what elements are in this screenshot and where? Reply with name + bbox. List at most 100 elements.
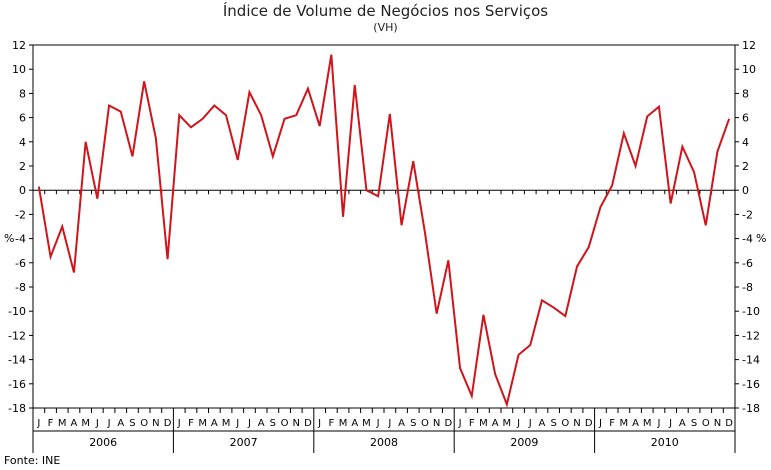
month-label: S xyxy=(691,418,697,429)
y-tick-label-right: -2 xyxy=(742,208,753,221)
data-point xyxy=(599,206,601,208)
month-label: J xyxy=(177,418,181,429)
month-label: M xyxy=(620,418,629,429)
y-tick-label-left: -6 xyxy=(15,257,26,270)
data-point xyxy=(506,403,508,405)
month-label: A xyxy=(211,418,218,429)
month-label: N xyxy=(152,418,159,429)
data-point xyxy=(646,115,648,117)
month-label: N xyxy=(714,418,721,429)
data-point xyxy=(354,84,356,86)
month-label: S xyxy=(410,418,416,429)
y-tick-label-left: 6 xyxy=(19,112,26,125)
y-tick-label-left: -2 xyxy=(15,208,26,221)
data-point xyxy=(518,354,520,356)
data-point xyxy=(389,113,391,115)
data-point xyxy=(365,189,367,191)
chart-title: Índice de Volume de Negócios nos Serviço… xyxy=(222,2,549,20)
year-label: 2009 xyxy=(510,436,538,449)
data-point xyxy=(693,171,695,173)
data-point xyxy=(541,299,543,301)
month-label: J xyxy=(235,418,239,429)
data-point xyxy=(167,258,169,260)
data-point xyxy=(96,198,98,200)
y-axis-label-left: % xyxy=(4,232,15,245)
y-tick-label-right: -4 xyxy=(742,233,753,246)
month-label: A xyxy=(492,418,499,429)
data-point xyxy=(260,114,262,116)
data-point xyxy=(611,184,613,186)
month-label: M xyxy=(479,418,488,429)
data-point xyxy=(131,155,133,157)
data-point xyxy=(50,256,52,258)
year-label: 2007 xyxy=(230,436,258,449)
data-point xyxy=(237,159,239,161)
month-label: F xyxy=(188,418,194,429)
month-label: F xyxy=(469,418,475,429)
data-point xyxy=(716,150,718,152)
month-label: F xyxy=(328,418,334,429)
year-label: 2006 xyxy=(89,436,117,449)
y-tick-label-left: -4 xyxy=(15,233,26,246)
month-label: M xyxy=(81,418,90,429)
data-point xyxy=(564,315,566,317)
month-label: M xyxy=(503,418,512,429)
y-tick-label-right: 0 xyxy=(742,184,749,197)
month-label: N xyxy=(293,418,300,429)
month-label: N xyxy=(573,418,580,429)
month-label: D xyxy=(585,418,593,429)
y-tick-label-right: -18 xyxy=(742,402,760,415)
month-label: F xyxy=(609,418,615,429)
month-label: J xyxy=(598,418,602,429)
y-tick-label-left: -18 xyxy=(8,402,26,415)
data-point xyxy=(319,125,321,127)
data-point xyxy=(213,105,215,107)
year-label: 2008 xyxy=(370,436,398,449)
month-label: J xyxy=(387,418,391,429)
month-label: S xyxy=(129,418,135,429)
data-point xyxy=(412,160,414,162)
month-label: M xyxy=(643,418,652,429)
data-point xyxy=(73,271,75,273)
month-label: F xyxy=(48,418,54,429)
y-tick-label-right: -14 xyxy=(742,354,760,367)
data-point xyxy=(658,106,660,108)
month-label: A xyxy=(398,418,405,429)
month-label: M xyxy=(198,418,207,429)
month-label: J xyxy=(528,418,532,429)
data-point xyxy=(529,344,531,346)
y-tick-label-right: -6 xyxy=(742,257,753,270)
data-point xyxy=(143,80,145,82)
data-point xyxy=(284,118,286,120)
month-label: J xyxy=(656,418,660,429)
y-tick-label-left: 4 xyxy=(19,136,26,149)
month-label: O xyxy=(421,418,429,429)
month-label: J xyxy=(458,418,462,429)
data-point xyxy=(553,307,555,309)
month-label: D xyxy=(444,418,452,429)
data-point xyxy=(436,313,438,315)
y-tick-label-left: 8 xyxy=(19,87,26,100)
data-point xyxy=(681,146,683,148)
data-point xyxy=(471,395,473,397)
data-point xyxy=(576,265,578,267)
plot-frame xyxy=(32,44,736,409)
data-point xyxy=(588,246,590,248)
month-label: S xyxy=(270,418,276,429)
y-tick-label-left: 10 xyxy=(12,63,26,76)
month-label: M xyxy=(222,418,231,429)
month-label: J xyxy=(376,418,380,429)
data-point xyxy=(330,54,332,56)
data-point xyxy=(61,226,63,228)
data-point xyxy=(377,195,379,197)
month-label: J xyxy=(317,418,321,429)
month-label: A xyxy=(117,418,124,429)
data-point xyxy=(401,224,403,226)
month-label: D xyxy=(725,418,733,429)
y-tick-label-right: -12 xyxy=(742,329,760,342)
y-tick-label-left: 12 xyxy=(12,39,26,52)
data-point xyxy=(482,314,484,316)
month-label: M xyxy=(58,418,67,429)
data-point xyxy=(272,155,274,157)
